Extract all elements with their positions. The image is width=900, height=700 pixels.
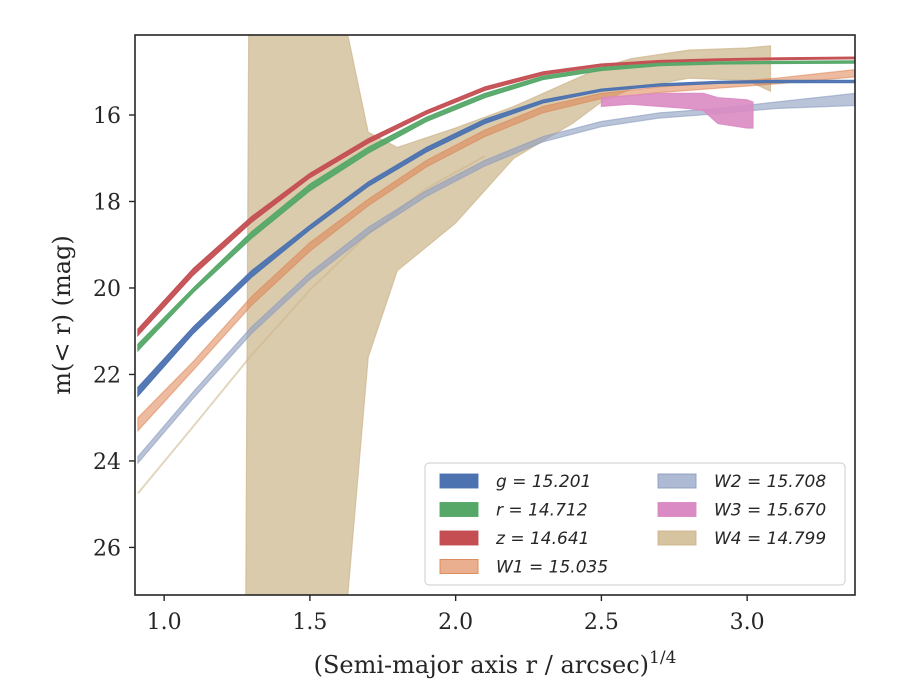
legend-swatch-w3 (657, 502, 697, 517)
x-tick-label: 1.0 (147, 610, 182, 635)
legend-box (424, 462, 846, 586)
legend-label-w1: W1 = 15.035 (496, 558, 608, 578)
legend-label-g: g = 15.201 (496, 472, 591, 492)
series-band-w2 (137, 92, 855, 465)
legend-swatch-w2 (657, 473, 697, 489)
legend-label-r: r = 14.712 (496, 501, 588, 521)
y-axis-label: m(< r) (mag) (48, 235, 76, 394)
series-band-w1 (137, 68, 855, 433)
y-axis: 16 18 20 22 24 26 (93, 104, 135, 561)
axes-frame (134, 34, 856, 596)
y-tick-label: 20 (93, 277, 121, 302)
plot-area (137, 35, 855, 595)
x-tick-label: 2.0 (438, 610, 473, 635)
series-band-z (137, 56, 855, 338)
y-tick-label: 26 (93, 536, 121, 561)
legend-swatch-r (439, 502, 479, 517)
legend-label-w2: W2 = 15.708 (714, 472, 826, 492)
series-band-w4 (245, 35, 772, 595)
legend-swatch-g (439, 473, 479, 489)
y-tick-label: 18 (93, 190, 121, 215)
legend-label-z: z = 14.641 (495, 529, 589, 549)
y-tick-label: 16 (93, 104, 121, 129)
series-band-g (137, 79, 855, 398)
legend-label-w4: W4 = 14.799 (714, 529, 826, 549)
y-tick-label: 22 (93, 363, 121, 388)
legend-swatch-w4 (657, 530, 697, 546)
x-tick-label: 2.5 (584, 610, 619, 635)
legend-label-w3: W3 = 15.670 (714, 501, 826, 521)
series-band-r (137, 60, 855, 353)
series-band-w3 (600, 92, 754, 129)
y-tick-label: 24 (93, 450, 121, 475)
legend-swatch-z (439, 530, 479, 546)
x-axis-label: (Semi-major axis r / arcsec)1/4 (314, 648, 677, 679)
x-tick-label: 3.0 (730, 610, 765, 635)
x-tick-label: 1.5 (292, 610, 327, 635)
legend: g = 15.201 r = 14.712 z = 14.641 W1 = 15.03… (424, 462, 846, 586)
legend-swatch-w1 (439, 559, 479, 574)
x-axis: 1.0 1.5 2.0 2.5 3.0 (147, 595, 765, 635)
